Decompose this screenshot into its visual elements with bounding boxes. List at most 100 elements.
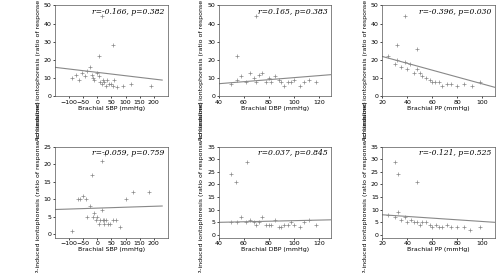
Point [426,223,434,227]
Point [418,74,426,79]
Point [90,78,98,82]
Point [418,220,426,224]
Point [278,225,285,230]
Point [82,197,90,201]
Text: r=-0.166, p=0.382: r=-0.166, p=0.382 [92,8,164,16]
Point [122,197,130,201]
Point [75,78,83,82]
Point [468,83,476,88]
Point [414,220,422,224]
Point [92,218,100,222]
Point [252,223,260,227]
Point [288,220,296,224]
Point [72,72,80,77]
Text: r=0.037, p=0.845: r=0.037, p=0.845 [258,149,328,157]
Point [101,151,109,156]
Point [264,76,272,81]
Point [275,78,283,82]
Point [94,54,102,59]
Point [410,71,418,75]
Point [410,220,418,224]
Point [390,159,398,164]
Point [300,80,308,84]
Point [406,61,414,66]
Point [404,67,411,71]
Point [400,14,408,19]
Point [428,225,436,230]
Point [407,218,415,222]
Point [252,80,260,84]
Point [90,211,98,215]
Point [86,65,94,70]
Point [280,223,288,227]
Point [426,78,434,82]
Point [80,74,88,79]
Point [290,223,298,227]
Point [414,67,422,71]
Point [258,215,266,219]
Point [447,225,455,230]
Point [246,71,254,75]
Point [94,74,102,79]
Point [146,190,154,194]
Point [68,228,76,233]
Point [96,80,104,84]
Point [227,220,235,224]
Point [98,14,106,19]
Point [252,14,260,19]
Y-axis label: SNP-induced iontophoresis (ratio of response to baseline): SNP-induced iontophoresis (ratio of resp… [36,102,41,273]
Point [127,82,135,86]
Y-axis label: Ach-induced iontophoresis (ratio of response to baseline): Ach-induced iontophoresis (ratio of resp… [200,0,204,141]
Point [476,80,484,84]
Point [394,210,402,214]
Point [454,225,462,230]
Point [98,207,106,212]
Point [234,220,241,224]
Point [460,225,468,230]
Point [74,197,82,201]
Text: r=-0.121, p=0.525: r=-0.121, p=0.525 [419,149,492,157]
Point [128,190,136,194]
Point [447,82,455,86]
Point [422,220,430,224]
Point [254,72,262,77]
Point [400,215,408,219]
Point [109,83,117,88]
Point [232,180,240,184]
Point [234,54,241,59]
Point [242,220,250,224]
X-axis label: Brachial SBP (mmHg): Brachial SBP (mmHg) [78,247,145,252]
Y-axis label: Ach-induced iontophoresis (ratio of response to baseline): Ach-induced iontophoresis (ratio of resp… [36,0,41,141]
Point [76,197,84,201]
Point [100,218,108,222]
Point [99,218,107,222]
X-axis label: Brachial PP (mmHg): Brachial PP (mmHg) [408,106,470,111]
Point [271,74,279,79]
Point [227,172,235,177]
Point [397,65,405,70]
Point [100,80,108,84]
Point [271,218,279,222]
Point [110,78,118,82]
Point [390,215,398,219]
Text: r=-0.059, p=0.759: r=-0.059, p=0.759 [92,149,164,157]
Point [296,83,304,88]
Point [414,180,422,184]
Point [96,218,104,222]
Point [106,221,114,226]
Point [284,80,292,84]
Point [88,172,96,177]
Point [280,83,288,88]
Point [267,80,275,84]
Point [109,218,117,222]
Point [300,220,308,224]
Point [390,61,398,66]
Point [444,82,452,86]
X-axis label: Brachial SBP (mmHg): Brachial SBP (mmHg) [78,106,145,111]
Point [113,85,121,90]
Point [84,214,92,219]
Point [88,72,96,77]
Point [250,76,258,81]
Point [384,54,392,59]
Y-axis label: SNP-induced iontophoresis (ratio of response to baseline): SNP-induced iontophoresis (ratio of resp… [200,102,204,273]
